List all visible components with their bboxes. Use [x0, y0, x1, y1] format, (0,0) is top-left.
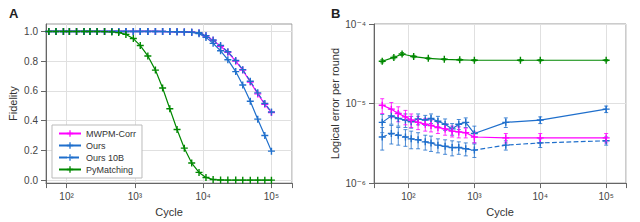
svg-text:A: A — [9, 6, 19, 21]
svg-text:10⁻⁵: 10⁻⁵ — [345, 98, 366, 109]
svg-text:Logical error per round: Logical error per round — [329, 48, 341, 159]
svg-text:10⁵: 10⁵ — [264, 191, 279, 202]
svg-text:10⁵: 10⁵ — [599, 191, 614, 202]
svg-text:Fidelity: Fidelity — [7, 86, 19, 121]
svg-text:0.6: 0.6 — [24, 85, 38, 96]
svg-text:Ours 10B: Ours 10B — [86, 153, 124, 163]
svg-text:MWPM-Corr: MWPM-Corr — [86, 129, 136, 139]
svg-text:1.0: 1.0 — [24, 26, 38, 37]
svg-text:10²: 10² — [401, 191, 416, 202]
svg-text:PyMatching: PyMatching — [86, 165, 133, 175]
svg-text:Cycle: Cycle — [155, 206, 183, 218]
svg-text:10⁻⁴: 10⁻⁴ — [345, 19, 366, 30]
svg-text:10²: 10² — [59, 191, 74, 202]
svg-text:0.4: 0.4 — [24, 115, 38, 126]
svg-text:0.0: 0.0 — [24, 175, 38, 186]
svg-text:Cycle: Cycle — [486, 206, 514, 218]
svg-text:10⁴: 10⁴ — [195, 191, 210, 202]
svg-text:10³: 10³ — [467, 191, 482, 202]
svg-text:10⁴: 10⁴ — [533, 191, 548, 202]
svg-text:10³: 10³ — [128, 191, 143, 202]
svg-text:10⁻⁶: 10⁻⁶ — [345, 178, 366, 189]
svg-text:B: B — [331, 6, 340, 21]
svg-text:0.8: 0.8 — [24, 56, 38, 67]
svg-text:0.2: 0.2 — [24, 145, 38, 156]
svg-text:Ours: Ours — [86, 141, 106, 151]
